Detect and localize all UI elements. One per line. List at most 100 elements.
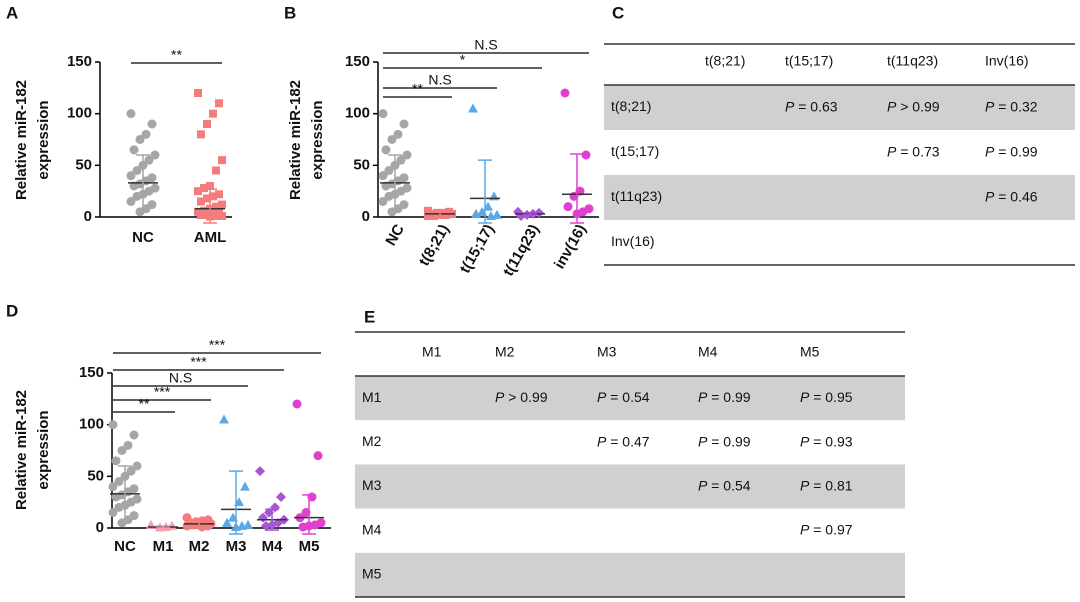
error-bar (203, 188, 217, 224)
point (381, 145, 391, 155)
row-label: M1 (362, 389, 382, 405)
significance-label: N.S (474, 37, 497, 53)
p-value: P = 0.54 (698, 477, 751, 493)
error-bar (478, 159, 492, 224)
error-bar (192, 520, 206, 528)
p-value: P = 0.99 (698, 389, 751, 405)
x-tick-label: M3 (226, 538, 247, 555)
error-bar (433, 211, 447, 217)
point (261, 520, 271, 531)
p-text: > 0.99 (900, 98, 940, 114)
point (132, 191, 142, 201)
point (298, 522, 308, 532)
significance-label: N.S (169, 370, 192, 386)
point (240, 481, 250, 491)
point (132, 461, 142, 471)
p-symbol: P (985, 188, 995, 204)
point (399, 119, 409, 129)
y-tick-label: 50 (75, 156, 92, 173)
x-tick-label: t(8;21) (416, 221, 453, 268)
column-header: t(11q23) (887, 53, 938, 69)
row-label: Inv(16) (611, 233, 655, 249)
point (197, 130, 205, 139)
row-label: M4 (362, 521, 382, 537)
x-tick-label: M2 (189, 538, 210, 555)
column-header: M4 (698, 344, 718, 360)
point (442, 210, 450, 219)
x-tick-label: NC (382, 221, 408, 248)
row-shade (355, 376, 905, 421)
point (402, 150, 412, 160)
point (206, 182, 214, 190)
p-symbol: P (495, 389, 505, 405)
p-value: P = 0.95 (800, 389, 853, 405)
point (150, 150, 160, 160)
column-header: M1 (422, 344, 442, 360)
error-bar (302, 494, 316, 535)
p-value: P = 0.47 (597, 433, 650, 449)
error-bar (570, 153, 584, 224)
p-symbol: P (887, 98, 897, 114)
x-tick-label: M5 (299, 538, 320, 555)
p-symbol: P (698, 433, 708, 449)
point (218, 156, 226, 165)
x-tick-label: inv(16) (551, 221, 590, 271)
point (471, 208, 481, 218)
point (114, 477, 124, 486)
point (129, 430, 139, 440)
point (212, 166, 220, 175)
significance-label: ** (412, 81, 423, 97)
y-tick-label: 150 (67, 53, 92, 70)
p-text: = 0.73 (900, 143, 940, 159)
significance-label: *** (190, 354, 207, 370)
point (126, 197, 136, 206)
point (393, 129, 403, 139)
error-bar (156, 525, 170, 529)
row-shade (604, 175, 1075, 220)
p-text: = 0.63 (798, 98, 838, 114)
point (219, 414, 229, 424)
point (381, 181, 391, 191)
p-text: = 0.99 (998, 143, 1038, 159)
significance-label: *** (209, 337, 226, 353)
point (126, 171, 136, 181)
y-tick-label: 0 (362, 208, 370, 225)
p-symbol: P (597, 433, 607, 449)
point (114, 502, 124, 512)
y-axis-label: Relative miR-182 (13, 80, 30, 200)
p-symbol: P (800, 433, 810, 449)
y-axis-label: Relative miR-182 (287, 80, 304, 200)
point (581, 150, 591, 160)
point (126, 466, 136, 476)
p-text: = 0.54 (711, 477, 751, 493)
p-value: P = 0.32 (985, 98, 1038, 114)
point (222, 517, 232, 527)
p-text: = 0.81 (813, 477, 853, 493)
point (378, 197, 388, 206)
column-header: M3 (597, 344, 617, 360)
x-tick-label: M4 (262, 538, 283, 555)
p-text: = 0.99 (711, 389, 751, 405)
point (197, 197, 205, 206)
point (203, 194, 211, 203)
p-symbol: P (985, 143, 995, 159)
row-shade (355, 464, 905, 509)
x-tick-label: M1 (153, 538, 174, 555)
point (492, 209, 502, 219)
point (378, 171, 388, 181)
p-symbol: P (800, 477, 810, 493)
point (384, 166, 394, 175)
point (129, 181, 139, 191)
point (108, 420, 118, 430)
point (108, 482, 118, 492)
point (123, 440, 133, 450)
point (255, 466, 265, 477)
panel-label: E (364, 307, 375, 326)
error-bar (136, 154, 150, 212)
column-header: M5 (800, 344, 820, 360)
y-tick-label: 50 (87, 467, 104, 484)
point (424, 211, 432, 220)
point (132, 166, 142, 175)
point (209, 109, 217, 118)
p-value: P = 0.97 (800, 521, 853, 537)
